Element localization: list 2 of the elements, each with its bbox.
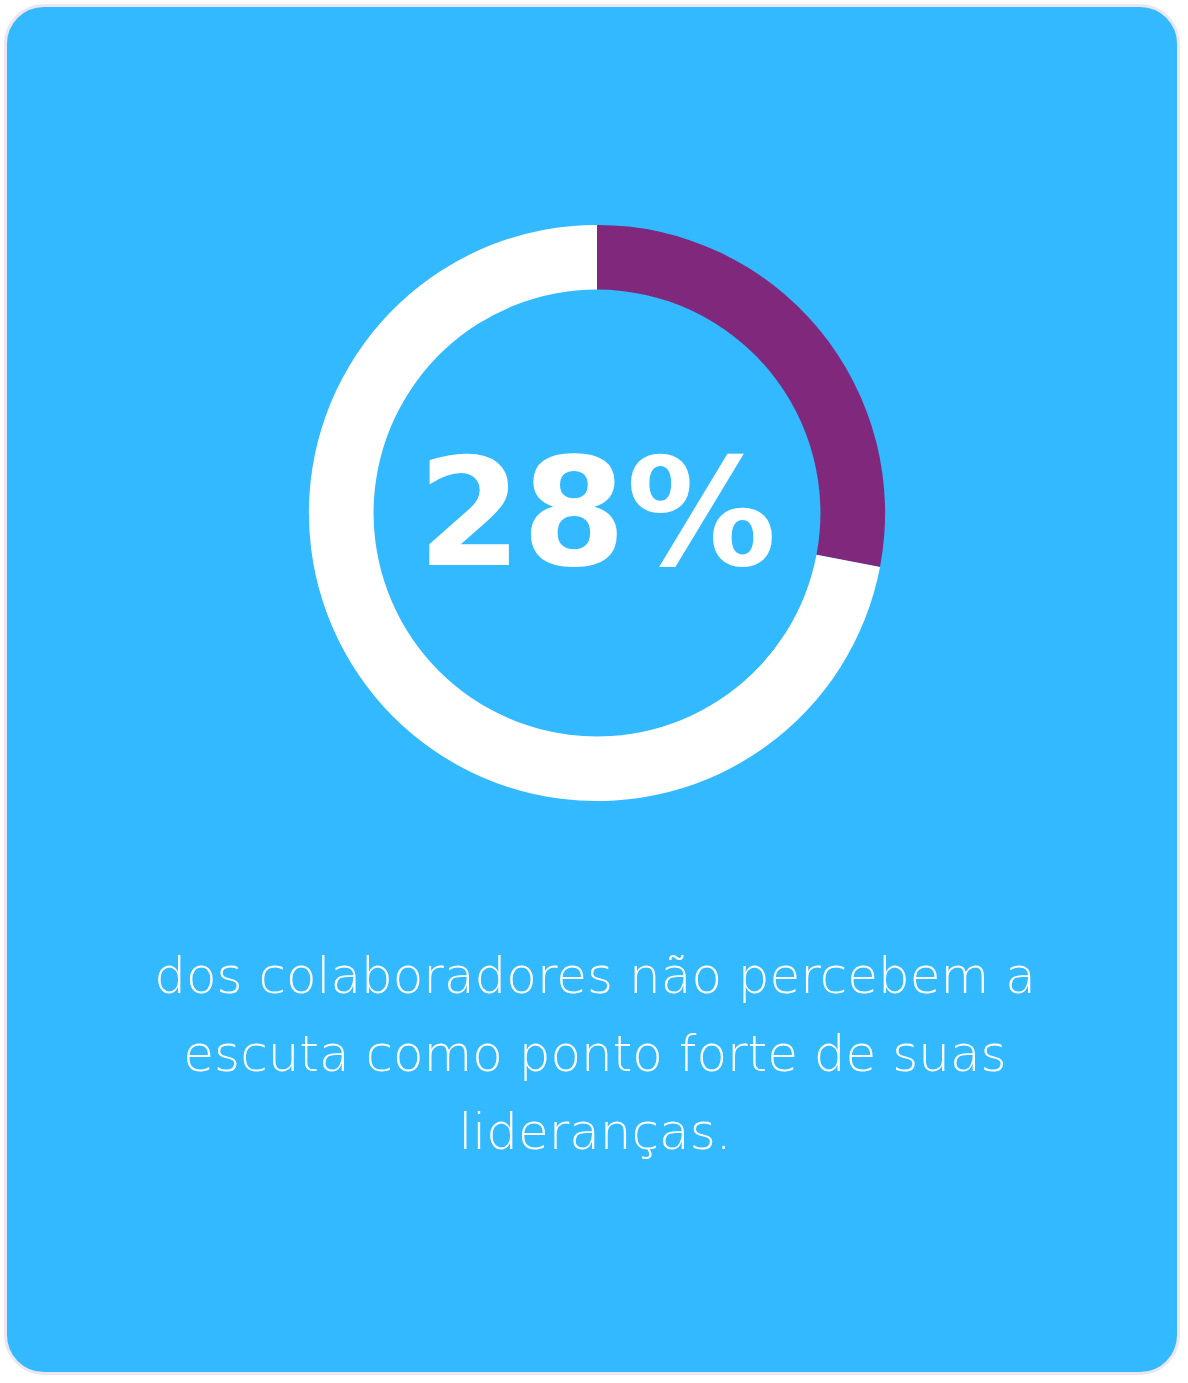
data-label: 28% [417,426,777,600]
text: dos colaboradores não percebem a escuta como ponto forte de suas lideranças. [153,946,1037,1163]
